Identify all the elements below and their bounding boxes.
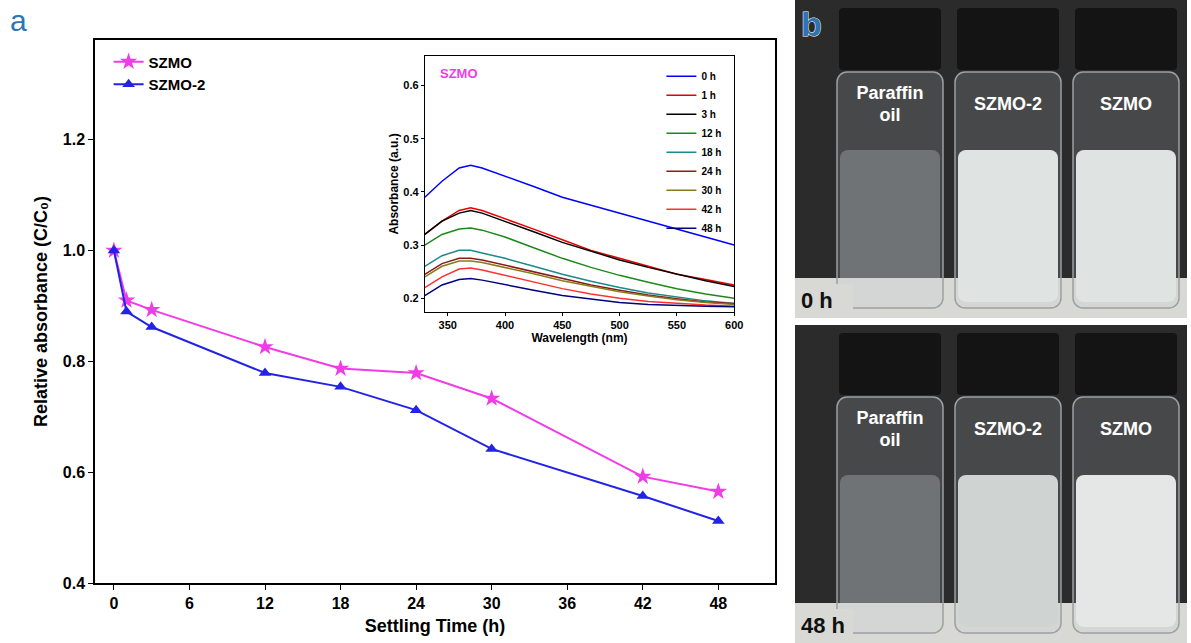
- svg-text:48 h: 48 h: [701, 223, 721, 234]
- svg-text:48: 48: [709, 595, 727, 612]
- svg-text:1.2: 1.2: [63, 131, 85, 148]
- svg-text:a: a: [10, 4, 27, 37]
- svg-text:24 h: 24 h: [701, 166, 721, 177]
- svg-text:1 h: 1 h: [701, 90, 715, 101]
- svg-text:Settling Time (h): Settling Time (h): [365, 616, 506, 636]
- svg-text:0.3: 0.3: [403, 239, 418, 251]
- svg-text:400: 400: [496, 319, 514, 331]
- svg-text:SZMO: SZMO: [440, 66, 478, 81]
- svg-text:3 h: 3 h: [701, 109, 715, 120]
- svg-text:42 h: 42 h: [701, 204, 721, 215]
- svg-text:450: 450: [553, 319, 571, 331]
- svg-text:0.5: 0.5: [403, 133, 418, 145]
- svg-text:600: 600: [725, 319, 743, 331]
- svg-text:6: 6: [185, 595, 194, 612]
- svg-text:SZMO: SZMO: [149, 54, 193, 71]
- svg-text:Paraffin: Paraffin: [856, 83, 923, 103]
- svg-text:18 h: 18 h: [701, 147, 721, 158]
- svg-text:42: 42: [634, 595, 652, 612]
- svg-text:SZMO-2: SZMO-2: [974, 94, 1042, 114]
- svg-text:0.2: 0.2: [403, 292, 418, 304]
- svg-text:550: 550: [668, 319, 686, 331]
- svg-text:0 h: 0 h: [701, 71, 715, 82]
- svg-text:0 h: 0 h: [801, 288, 833, 313]
- svg-text:SZMO: SZMO: [1100, 419, 1152, 439]
- svg-text:30: 30: [483, 595, 501, 612]
- svg-text:500: 500: [610, 319, 628, 331]
- svg-text:48 h: 48 h: [801, 613, 845, 638]
- svg-text:0.6: 0.6: [403, 79, 418, 91]
- svg-text:b: b: [801, 5, 822, 43]
- svg-text:Absorbance (a.u.): Absorbance (a.u.): [387, 133, 401, 234]
- svg-text:30 h: 30 h: [701, 185, 721, 196]
- svg-text:24: 24: [407, 595, 425, 612]
- svg-text:Relative absorbance (C/C₀): Relative absorbance (C/C₀): [31, 196, 51, 427]
- svg-text:0: 0: [109, 595, 118, 612]
- svg-text:SZMO-2: SZMO-2: [149, 76, 206, 93]
- svg-text:18: 18: [332, 595, 350, 612]
- svg-text:1.0: 1.0: [63, 242, 85, 259]
- svg-text:Wavelength (nm): Wavelength (nm): [531, 331, 627, 345]
- svg-text:Paraffin: Paraffin: [856, 408, 923, 428]
- svg-text:0.8: 0.8: [63, 353, 85, 370]
- svg-text:SZMO: SZMO: [1100, 94, 1152, 114]
- svg-text:SZMO-2: SZMO-2: [974, 419, 1042, 439]
- svg-text:0.4: 0.4: [403, 186, 419, 198]
- svg-text:12 h: 12 h: [701, 128, 721, 139]
- svg-text:350: 350: [439, 319, 457, 331]
- svg-text:12: 12: [256, 595, 274, 612]
- svg-text:oil: oil: [880, 430, 901, 450]
- svg-text:0.4: 0.4: [63, 575, 85, 592]
- svg-text:oil: oil: [880, 105, 901, 125]
- svg-text:36: 36: [558, 595, 576, 612]
- svg-text:0.6: 0.6: [63, 464, 85, 481]
